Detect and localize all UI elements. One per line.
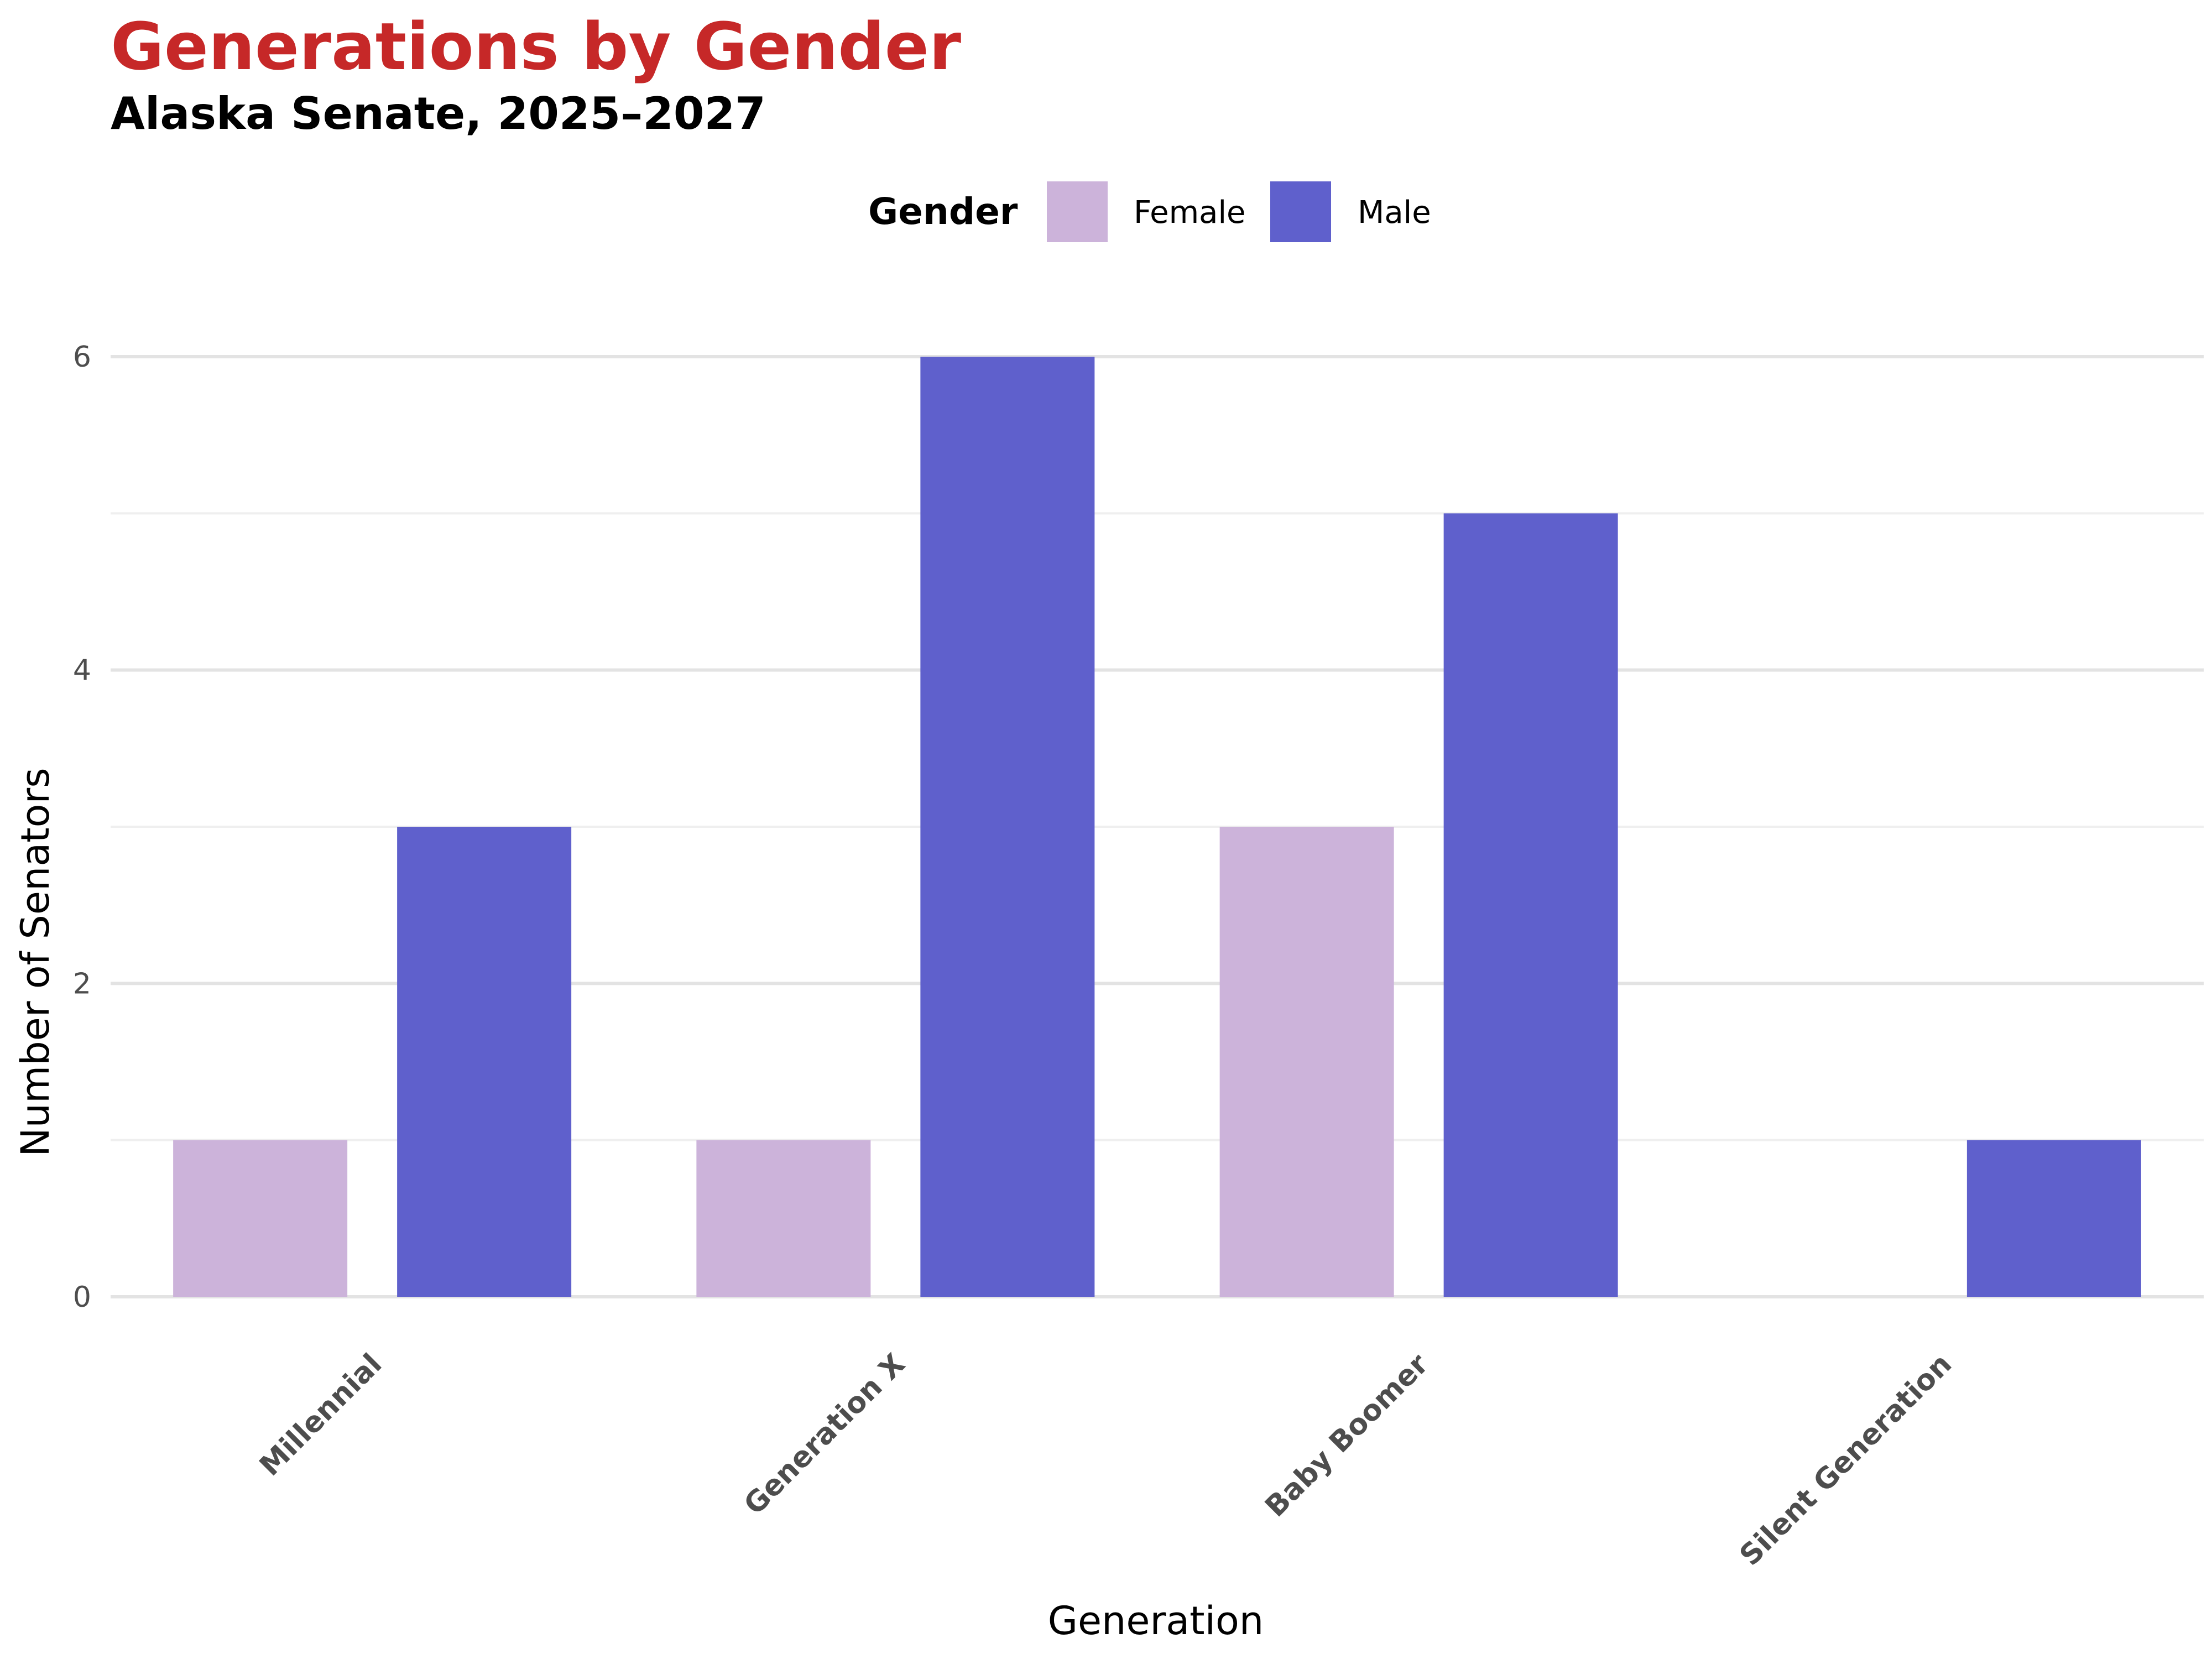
y-tick-label: 4 (73, 654, 91, 687)
bars (173, 357, 2141, 1297)
y-tick-label: 2 (73, 967, 91, 1000)
x-tick-label: Millennial (253, 1348, 388, 1483)
y-axis-label: Number of Senators (13, 768, 58, 1156)
legend-key-male (1270, 181, 1331, 242)
chart-title: Generations by Gender (111, 8, 962, 85)
bar-female-generation-x (696, 1140, 871, 1297)
x-tick-label: Generation X (738, 1348, 911, 1521)
x-axis-label: Generation (1048, 1598, 1264, 1644)
bar-female-millennial (173, 1140, 348, 1297)
bar-male-generation-x (920, 357, 1095, 1297)
y-tick-label: 0 (73, 1281, 91, 1314)
legend: Gender Female Male (868, 181, 1431, 242)
x-tick-label: Baby Boomer (1259, 1348, 1436, 1524)
legend-label-male: Male (1358, 195, 1431, 231)
bar-female-baby-boomer (1219, 827, 1394, 1297)
bar-male-silent-generation (1966, 1140, 2141, 1297)
legend-label-female: Female (1134, 195, 1245, 231)
bar-male-millennial (397, 827, 572, 1297)
legend-key-female (1047, 181, 1108, 242)
x-axis-ticks: Millennial Generation X Baby Boomer Silent … (253, 1348, 1958, 1573)
y-axis-ticks: 0 2 4 6 (73, 341, 91, 1314)
chart-subtitle: Alaska Senate, 2025–2027 (111, 88, 766, 139)
y-tick-label: 6 (73, 341, 91, 374)
x-tick-label: Silent Generation (1734, 1348, 1958, 1572)
bar-male-baby-boomer (1443, 513, 1618, 1297)
legend-title: Gender (868, 190, 1018, 233)
